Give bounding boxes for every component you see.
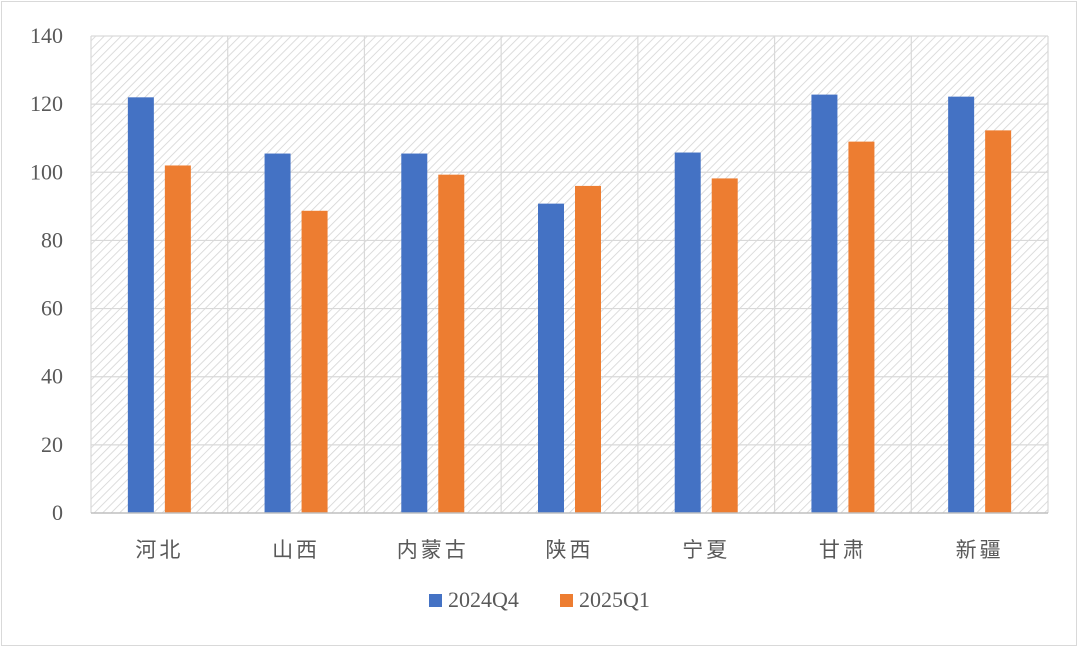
bar-2025Q1-内蒙古 [438, 174, 465, 513]
x-tick-label: 宁夏 [682, 538, 730, 562]
y-tick-label: 140 [30, 23, 63, 48]
legend: 2024Q4 2025Q1 [429, 587, 650, 612]
bar-2024Q4-新疆 [948, 96, 975, 513]
y-tick-label: 40 [41, 364, 63, 389]
legend-swatch [429, 594, 442, 607]
bar-2024Q4-甘肃 [811, 94, 838, 514]
legend-swatch [560, 594, 573, 607]
bar-2025Q1-山西 [301, 210, 328, 513]
x-tick-label: 甘肃 [819, 538, 867, 562]
bar-2024Q4-陕西 [538, 203, 564, 514]
y-tick-label: 20 [41, 432, 63, 457]
bar-2024Q4-河北 [127, 97, 154, 513]
y-axis: 0 20 40 60 80 100 120 140 [30, 23, 63, 525]
bar-2025Q1-甘肃 [848, 141, 875, 513]
y-tick-label: 60 [41, 296, 63, 321]
x-tick-label: 山西 [272, 538, 320, 562]
x-tick-label: 新疆 [956, 538, 1004, 562]
bar-2024Q4-宁夏 [674, 152, 701, 513]
y-tick-label: 0 [52, 500, 63, 525]
y-tick-label: 100 [30, 159, 63, 184]
bar-2025Q1-河北 [164, 165, 191, 513]
legend-label: 2025Q1 [579, 587, 650, 612]
plot-area [91, 36, 1048, 513]
bar-2025Q1-新疆 [985, 130, 1012, 513]
bar-2024Q4-山西 [264, 153, 291, 513]
y-tick-label: 80 [41, 227, 63, 252]
legend-label: 2024Q4 [448, 587, 519, 612]
bar-2025Q1-宁夏 [711, 178, 738, 513]
bars [127, 94, 1012, 514]
x-tick-label: 河北 [135, 538, 183, 562]
category-labels: 河北 山西 内蒙古 陕西 宁夏 甘肃 新疆 [135, 538, 1004, 562]
bar-2025Q1-陕西 [575, 185, 601, 513]
x-tick-label: 陕西 [546, 538, 594, 562]
y-tick-label: 120 [30, 91, 63, 116]
x-tick-label: 内蒙古 [397, 538, 469, 562]
bar-2024Q4-内蒙古 [401, 153, 428, 513]
gridlines [90, 35, 1049, 513]
